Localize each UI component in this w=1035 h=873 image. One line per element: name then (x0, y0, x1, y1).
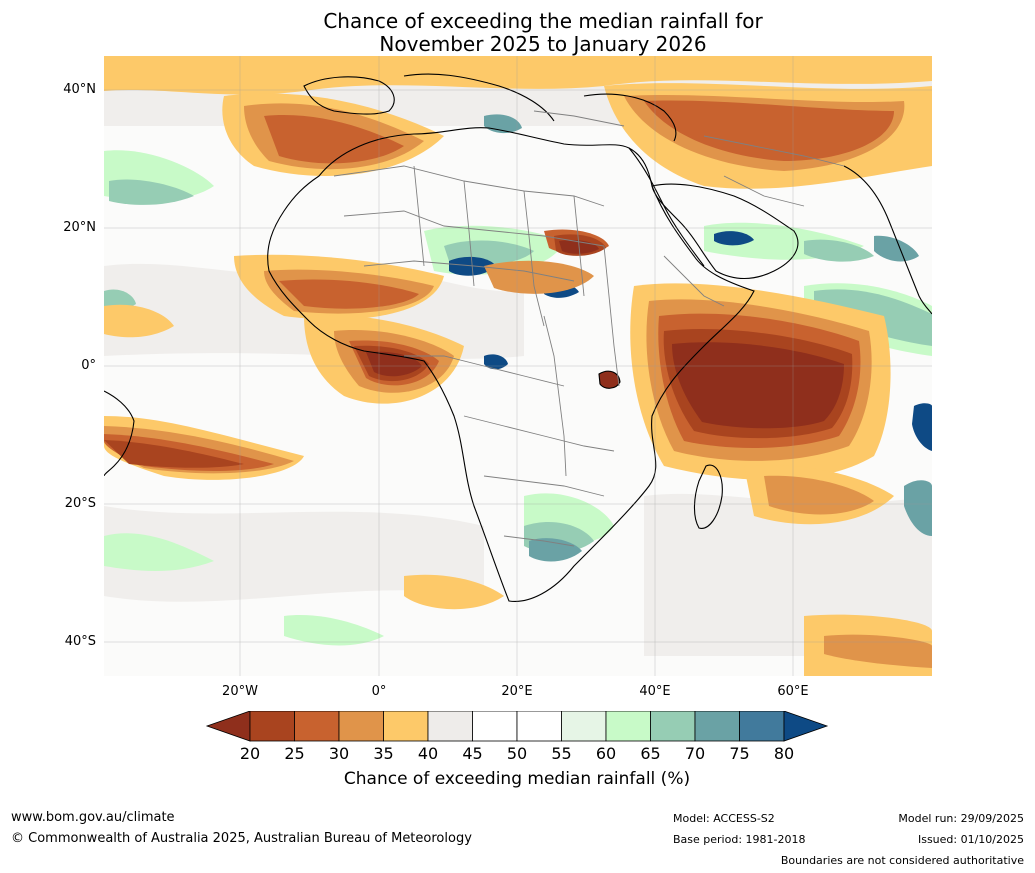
colorbar-tick-label: 65 (640, 744, 661, 763)
lon-label-40e: 40°E (639, 684, 671, 699)
colorbar-cell (605, 711, 651, 742)
colorbar-cell (338, 711, 384, 742)
probability-shading (104, 56, 932, 676)
colorbar-tick-label: 45 (462, 744, 483, 763)
colorbar-tick-label: 20 (239, 744, 261, 763)
colorbar-cells (205, 711, 829, 742)
colorbar (205, 711, 829, 742)
lat-label-20s: 20°S (64, 496, 96, 511)
lon-label-60e: 60°E (777, 684, 809, 699)
lat-label-20n: 20°N (63, 220, 96, 235)
lon-label-20w: 20°W (222, 684, 258, 699)
website-link[interactable]: www.bom.gov.au/climate (11, 810, 175, 825)
colorbar-cell (516, 711, 562, 742)
colorbar-tick-label: 50 (506, 744, 528, 763)
lat-label-40n: 40°N (63, 82, 96, 97)
colorbar-tick-label: 35 (373, 744, 394, 763)
colorbar-tick-label: 60 (595, 744, 617, 763)
copyright-text: © Commonwealth of Australia 2025, Austra… (11, 831, 472, 846)
colorbar-cell (294, 711, 340, 742)
coastlines (104, 73, 932, 602)
disclaimer-text: Boundaries are not considered authoritat… (780, 854, 1024, 867)
rainfall-probability-map (104, 56, 932, 676)
base-period-text: Base period: 1981-2018 (673, 833, 806, 846)
colorbar-cell (694, 711, 740, 742)
colorbar-tick-label: 80 (773, 744, 795, 763)
lon-label-20e: 20°E (501, 684, 533, 699)
chart-title: Chance of exceeding the median rainfall … (0, 10, 1035, 56)
colorbar-cell (383, 711, 429, 742)
colorbar-cell (739, 711, 785, 742)
colorbar-cell (472, 711, 518, 742)
issued-text: Issued: 01/10/2025 (917, 833, 1024, 846)
colorbar-extend-low (205, 711, 251, 742)
colorbar-tick-label: 40 (417, 744, 439, 763)
colorbar-tick-label: 25 (284, 744, 305, 763)
model-text: Model: ACCESS-S2 (673, 812, 775, 825)
title-line-1: Chance of exceeding the median rainfall … (323, 9, 763, 33)
lon-label-0: 0° (371, 684, 387, 699)
colorbar-cell (561, 711, 607, 742)
colorbar-cell (249, 711, 295, 742)
colorbar-extend-high (783, 711, 829, 742)
colorbar-tick-label: 30 (328, 744, 350, 763)
lat-label-0: 0° (81, 358, 96, 373)
colorbar-tick-label: 55 (551, 744, 572, 763)
lat-label-40s: 40°S (64, 634, 96, 649)
model-run-text: Model run: 29/09/2025 (898, 812, 1024, 825)
colorbar-cell (650, 711, 696, 742)
map-canvas (104, 56, 932, 676)
colorbar-tick-label: 70 (684, 744, 706, 763)
colorbar-label: Chance of exceeding median rainfall (%) (343, 769, 691, 789)
colorbar-cell (427, 711, 473, 742)
title-line-2: November 2025 to January 2026 (379, 32, 707, 56)
colorbar-tick-label: 75 (729, 744, 750, 763)
graticule (104, 56, 932, 676)
